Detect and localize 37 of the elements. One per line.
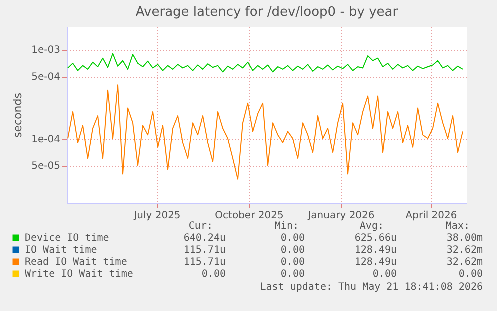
text: Last update: Thu May 21 18:41:08 2026 <box>260 282 483 294</box>
text: 625.66u <box>354 233 397 245</box>
text: 640.24u <box>184 233 226 245</box>
x-tick-label: January 2026 <box>307 210 375 222</box>
text: Cur: <box>188 221 213 233</box>
legend-label: Device IO time <box>25 233 110 244</box>
text: 32.62m <box>446 257 483 269</box>
x-tick-label: October 2025 <box>215 210 284 222</box>
text: Min: <box>274 221 299 233</box>
y-tick-label: 1e-04 <box>32 134 60 146</box>
text: 0.00 <box>280 257 305 269</box>
text: 0.00 <box>280 245 305 257</box>
text: 32.62m <box>446 245 483 257</box>
y-tick-label: 5e-04 <box>32 72 60 84</box>
text: 0.00 <box>202 269 226 281</box>
text: 115.71u <box>184 257 226 269</box>
text: Avg: <box>360 221 384 233</box>
text: 115.71u <box>184 245 226 257</box>
x-tick-label: April 2026 <box>406 210 458 222</box>
y-axis-title: seconds <box>12 92 25 138</box>
chart-title: Average latency for /dev/loop0 - by year <box>136 5 399 20</box>
line-series <box>68 53 464 73</box>
x-tick-label: July 2025 <box>133 210 181 222</box>
legend-label: IO Wait time <box>25 245 98 256</box>
text: 0.00 <box>458 269 483 281</box>
text: 128.49u <box>354 245 397 257</box>
text: 0.00 <box>280 269 305 281</box>
y-tick-label: 1e-03 <box>32 45 60 56</box>
y-tick-label: 5e-05 <box>32 161 60 172</box>
text: Max: <box>446 221 470 233</box>
text: 0.00 <box>372 269 397 281</box>
legend-label: Read IO Wait time <box>25 257 128 268</box>
text: 0.00 <box>280 233 305 245</box>
line-series <box>68 84 464 180</box>
text: 38.00m <box>446 233 483 245</box>
legend-label: Write IO Wait time <box>25 269 134 280</box>
text: 128.49u <box>354 257 397 269</box>
